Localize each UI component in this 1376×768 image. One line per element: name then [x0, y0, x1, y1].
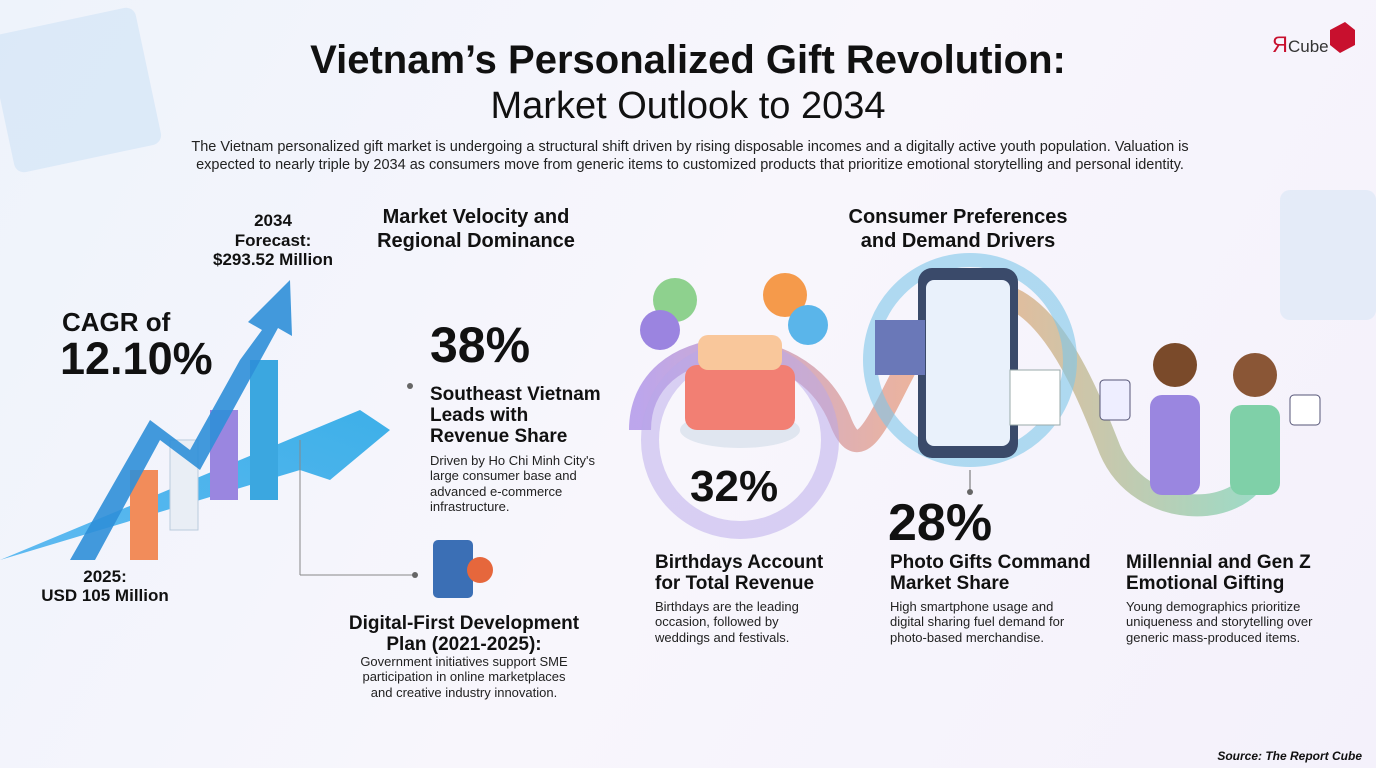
item-body: generic mass-produced items.: [1126, 629, 1301, 645]
stat: 28%: [888, 494, 993, 552]
item-body: High smartphone usage and: [890, 599, 1054, 614]
title: Vietnam’s Personalized Gift Revolution:: [310, 38, 1066, 82]
item-body: occasion, followed by: [655, 614, 779, 630]
item-body: participation in online marketplaces: [362, 669, 566, 685]
item-title: Photo Gifts Command: [890, 552, 1091, 573]
stat: 32%: [690, 462, 779, 511]
item-body: Young demographics prioritize: [1126, 599, 1301, 614]
item-body: infrastructure.: [430, 498, 510, 514]
item-body: photo-based merchandise.: [890, 629, 1044, 645]
logo-word: Cube: [1288, 37, 1329, 56]
logo-mark: Я: [1272, 32, 1288, 57]
item-title: Millennial and Gen Z: [1126, 552, 1311, 573]
forecast: 2034: [254, 211, 292, 230]
item-body: Government initiatives support SME: [360, 654, 568, 669]
item-body: weddings and festivals.: [655, 629, 790, 645]
item-body: Birthdays are the leading: [655, 599, 799, 614]
item-body: uniqueness and storytelling over: [1126, 614, 1313, 630]
source: Source: The Report Cube: [1217, 749, 1362, 763]
item-title: Birthdays Account: [655, 552, 824, 573]
cagr-value: 12.10%: [60, 333, 213, 384]
intro: expected to nearly triple by 2034 as con…: [196, 157, 1184, 173]
section-heading: Regional Dominance: [377, 230, 575, 252]
item-body: advanced e-commerce: [430, 483, 563, 499]
cagr-label: CAGR of: [62, 307, 171, 337]
base: 2025:: [83, 567, 127, 586]
item-title: Revenue Share: [430, 426, 568, 447]
forecast: $293.52 Million: [213, 250, 333, 269]
item-title: Emotional Gifting: [1126, 573, 1285, 594]
item-title: Plan (2021-2025):: [386, 634, 542, 655]
forecast: Forecast:: [234, 231, 312, 250]
item-title: Digital-First Development: [348, 613, 580, 634]
section-heading: and Demand Drivers: [860, 230, 1056, 252]
item-body: Driven by Ho Chi Minh City's: [430, 453, 596, 468]
subtitle: Market Outlook to 2034: [490, 85, 886, 127]
item-body: and creative industry innovation.: [370, 684, 558, 700]
section-heading: Market Velocity and: [382, 206, 570, 228]
item-title: Southeast Vietnam: [430, 384, 601, 405]
section-heading: Consumer Preferences: [848, 206, 1068, 228]
intro: The Vietnam personalized gift market is …: [191, 139, 1189, 155]
stat: 38%: [430, 317, 531, 373]
item-body: large consumer base and: [430, 468, 577, 484]
base: USD 105 Million: [41, 586, 169, 605]
item-title: Leads with: [430, 405, 529, 426]
item-body: digital sharing fuel demand for: [890, 614, 1065, 630]
item-title: for Total Revenue: [655, 573, 815, 594]
item-title: Market Share: [890, 573, 1010, 594]
